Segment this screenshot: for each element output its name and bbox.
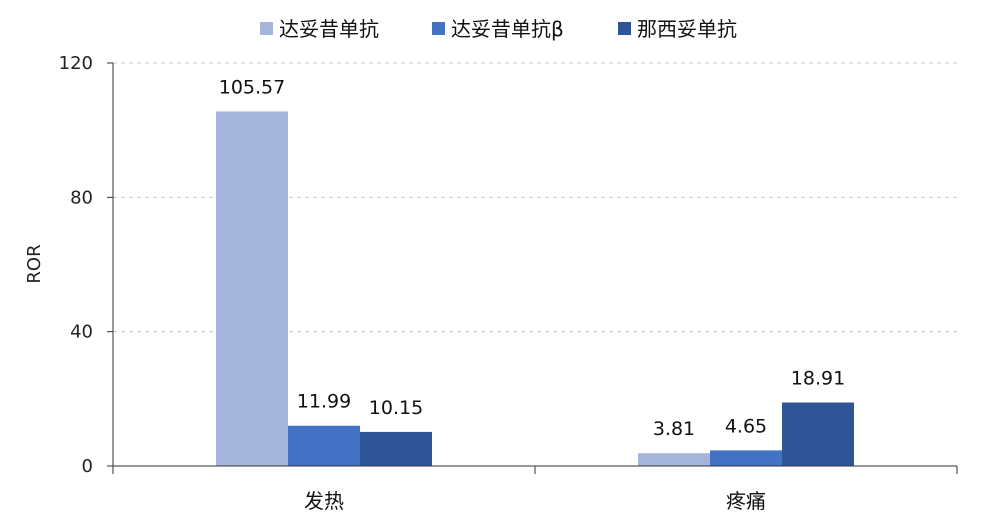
- legend-label: 达妥昔单抗β: [451, 17, 564, 41]
- y-tick-label: 80: [70, 187, 93, 208]
- legend-swatch: [432, 22, 445, 35]
- bar: [360, 431, 432, 466]
- bar: [710, 450, 782, 466]
- data-label: 18.91: [791, 367, 845, 389]
- data-label: 4.65: [725, 415, 767, 437]
- x-axis-ticks: [112, 466, 958, 474]
- legend-label: 那西妥单抗: [637, 17, 737, 41]
- data-label: 10.15: [369, 397, 423, 419]
- y-tick-label: 0: [82, 456, 93, 477]
- bar: [216, 111, 288, 466]
- y-axis-title: ROR: [24, 244, 45, 283]
- bar: [288, 425, 360, 466]
- y-tick-label: 40: [70, 322, 93, 343]
- legend-label: 达妥昔单抗: [279, 17, 379, 41]
- y-axis-ticks: 0 40 80 120: [59, 53, 113, 477]
- legend-swatch: [260, 22, 273, 35]
- category-labels: 发热 疼痛: [304, 489, 766, 513]
- data-labels: 105.57 11.99 10.15 3.81 4.65 18.91: [219, 76, 845, 440]
- legend-swatch: [618, 22, 631, 35]
- category-label: 疼痛: [726, 489, 766, 513]
- bar: [638, 453, 710, 466]
- y-tick-label: 120: [59, 53, 93, 74]
- category-label: 发热: [304, 489, 344, 513]
- legend: 达妥昔单抗 达妥昔单抗β 那西妥单抗: [260, 17, 737, 41]
- bars: [216, 111, 854, 466]
- bar: [782, 402, 854, 466]
- data-label: 3.81: [653, 418, 695, 440]
- data-label: 11.99: [297, 391, 351, 413]
- data-label: 105.57: [219, 76, 285, 98]
